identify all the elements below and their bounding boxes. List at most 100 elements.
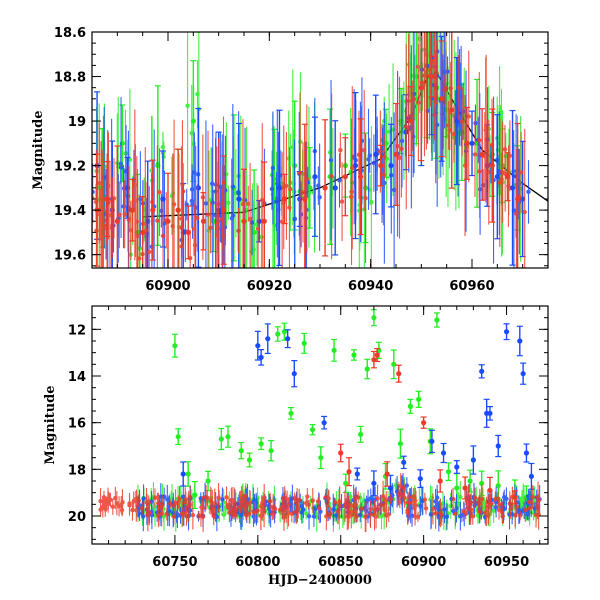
top-series-green xyxy=(94,32,523,268)
bottom-point-red xyxy=(346,457,353,487)
bottom-point-blue xyxy=(470,445,477,475)
top-point-red xyxy=(114,145,121,268)
top-point-red xyxy=(175,148,182,268)
top-y-tick-label: 19.2 xyxy=(54,160,86,175)
bottom-point-green xyxy=(301,332,308,354)
bottom-point-blue xyxy=(516,325,523,357)
bottom-point-green xyxy=(268,439,275,462)
bottom-point-green xyxy=(274,326,281,342)
bottom-point-green xyxy=(390,349,397,380)
bottom-point-green xyxy=(287,406,294,420)
bottom-point-green xyxy=(185,461,192,487)
bottom-point-blue xyxy=(400,455,407,470)
bottom-point-blue xyxy=(354,467,361,481)
bottom-point-blue xyxy=(495,434,502,458)
bottom-point-blue xyxy=(291,359,298,388)
bottom-point-blue xyxy=(528,462,535,490)
top-x-tick-label: 60940 xyxy=(348,279,393,294)
top-point-red xyxy=(200,192,207,251)
bottom-y-tick-label: 14 xyxy=(68,370,86,385)
top-point-blue xyxy=(469,110,475,177)
bottom-y-tick-label: 18 xyxy=(68,463,86,478)
bottom-y-axis-label: Magnitude xyxy=(43,385,58,464)
bottom-point-green xyxy=(370,309,377,327)
bottom-point-red xyxy=(437,469,444,493)
bottom-point-green xyxy=(415,390,422,408)
bottom-point-blue xyxy=(321,415,328,430)
bottom-x-tick-label: 60950 xyxy=(484,555,529,570)
bottom-point-red xyxy=(486,476,493,504)
bottom-x-tick-label: 60800 xyxy=(235,555,280,570)
bottom-x-tick-label: 60850 xyxy=(318,555,363,570)
bottom-point-green xyxy=(246,452,253,468)
top-y-tick-label: 19.4 xyxy=(54,204,86,219)
top-point-red xyxy=(261,161,268,268)
bottom-point-green xyxy=(364,358,371,380)
bottom-point-green xyxy=(467,469,474,493)
bottom-point-red xyxy=(384,461,391,487)
bottom-point-green xyxy=(445,462,452,482)
bottom-point-blue xyxy=(264,323,271,355)
bottom-x-tick-label: 60750 xyxy=(152,555,197,570)
bottom-point-blue xyxy=(284,329,291,349)
bottom-point-green xyxy=(175,428,182,446)
bottom-point-green xyxy=(357,425,364,443)
top-density-red xyxy=(92,32,527,268)
bottom-point-red xyxy=(370,350,377,369)
bottom-point-red xyxy=(374,347,381,363)
top-point-red xyxy=(322,119,329,257)
bottom-point-green xyxy=(433,312,440,328)
bottom-point-red xyxy=(337,443,344,463)
bottom-plot-frame xyxy=(91,305,549,545)
top-x-tick-label: 60920 xyxy=(247,279,292,294)
bottom-point-green xyxy=(342,473,349,494)
bottom-point-green xyxy=(281,322,288,341)
bottom-point-blue xyxy=(428,429,435,453)
bottom-point-green xyxy=(238,441,245,460)
top-point-blue xyxy=(332,120,339,256)
bottom-point-blue xyxy=(503,323,510,341)
bottom-point-blue xyxy=(520,362,527,385)
top-y-tick-label: 19.6 xyxy=(54,249,86,264)
bottom-point-blue xyxy=(453,460,460,474)
bottom-point-green xyxy=(350,349,357,361)
bottom-point-green xyxy=(205,470,212,492)
bottom-point-green xyxy=(317,446,324,470)
bottom-x-axis-label: HJD−2400000 xyxy=(268,573,372,588)
top-density-green xyxy=(94,32,523,268)
bottom-point-green xyxy=(331,338,338,362)
bottom-series-red xyxy=(98,347,541,533)
bottom-point-green xyxy=(309,423,316,436)
top-x-tick-label: 60900 xyxy=(145,279,190,294)
top-series-red xyxy=(92,32,527,268)
bottom-x-tick-label: 60900 xyxy=(401,555,446,570)
bottom-point-blue xyxy=(258,349,265,366)
bottom-density-red xyxy=(98,473,541,533)
bottom-point-blue xyxy=(478,364,485,379)
bottom-plot-area xyxy=(98,309,542,533)
top-y-tick-label: 19 xyxy=(68,115,86,130)
bottom-point-blue xyxy=(523,443,530,463)
bottom-point-blue xyxy=(486,405,493,421)
bottom-point-green xyxy=(397,428,404,459)
top-panel: 60900 60920 60940 60960 18.6 18.8 19 19.2 19.4 19… xyxy=(31,26,549,294)
bottom-y-tick-label: 12 xyxy=(68,323,86,338)
bottom-point-green xyxy=(382,463,389,490)
bottom-point-green xyxy=(191,480,198,510)
top-ticks: 60900 60920 60940 60960 18.6 18.8 19 19.2 19.4 19… xyxy=(54,26,549,294)
bottom-point-green xyxy=(224,425,231,448)
bottom-point-blue xyxy=(417,469,424,489)
bottom-y-tick-label: 20 xyxy=(68,510,86,525)
top-y-tick-label: 18.8 xyxy=(54,71,86,86)
top-plot-area xyxy=(92,32,548,268)
bottom-point-green xyxy=(407,398,414,414)
top-point-red xyxy=(479,108,486,201)
bottom-panel: 60750 60800 60850 60900 60950 12 14 16 18 20 Magn… xyxy=(43,305,549,588)
top-x-tick-label: 60960 xyxy=(449,279,494,294)
bottom-point-green xyxy=(258,437,265,451)
bottom-point-red xyxy=(420,416,427,429)
bottom-y-tick-label: 16 xyxy=(68,417,86,432)
bottom-point-blue xyxy=(370,470,377,497)
bottom-point-blue xyxy=(440,442,447,464)
